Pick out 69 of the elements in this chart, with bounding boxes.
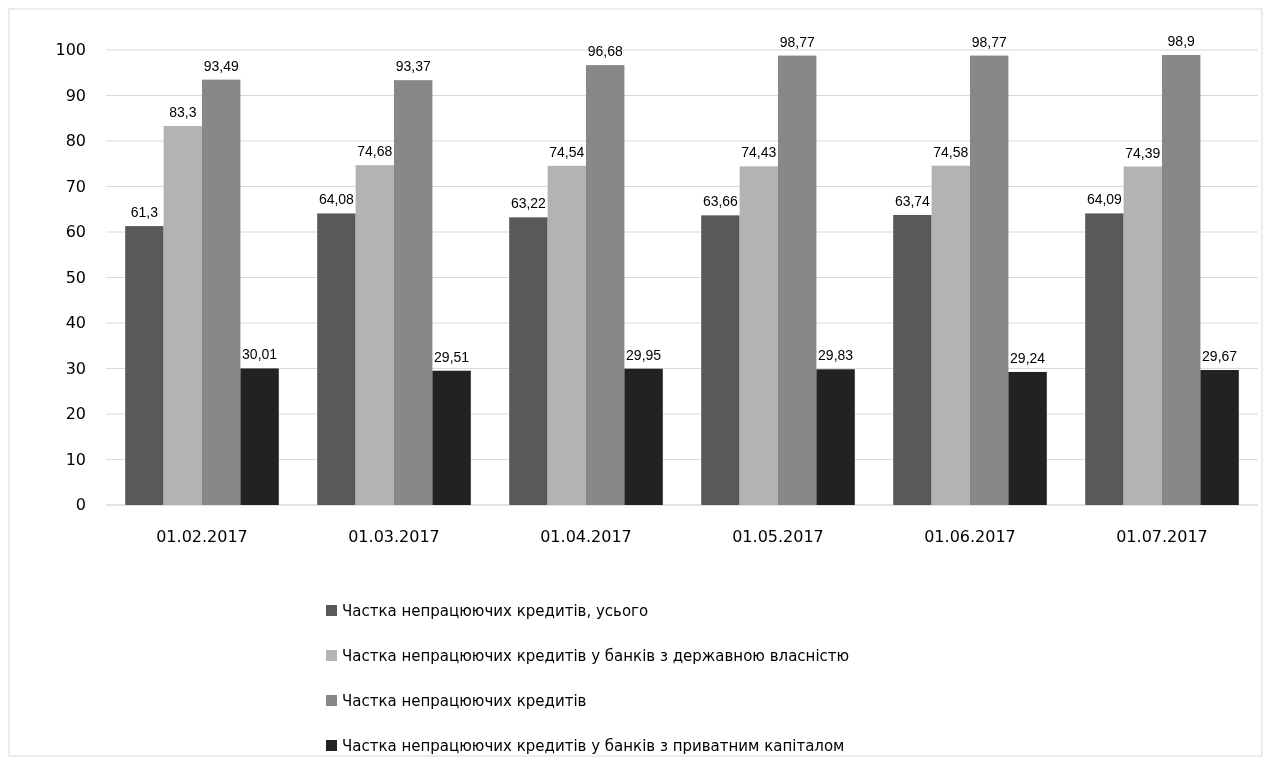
- y-tick-label: 100: [55, 40, 86, 59]
- data-label: 83,3: [169, 103, 197, 120]
- x-tick-label: 01.07.2017: [1116, 527, 1208, 546]
- bar: [586, 65, 625, 505]
- data-label: 74,43: [741, 144, 777, 161]
- x-tick-label: 01.04.2017: [540, 527, 632, 546]
- x-tick-label: 01.02.2017: [156, 527, 248, 546]
- y-tick-label: 30: [65, 358, 86, 378]
- bar: [125, 226, 164, 505]
- bar: [778, 55, 817, 505]
- bar: [394, 80, 433, 505]
- data-label: 74,58: [933, 143, 969, 160]
- data-label: 64,09: [1086, 191, 1123, 208]
- data-label: 29,67: [1202, 348, 1238, 364]
- bar: [1162, 55, 1201, 505]
- y-tick-label: 50: [65, 267, 86, 287]
- y-tick-label: 60: [65, 222, 86, 241]
- data-label: 29,51: [434, 348, 470, 365]
- bar: [317, 213, 356, 505]
- x-tick-label: 01.06.2017: [924, 527, 1016, 546]
- data-label: 63,66: [702, 193, 739, 210]
- y-tick-label: 20: [65, 404, 86, 423]
- y-tick-label: 80: [65, 131, 86, 150]
- data-label: 63,22: [510, 195, 547, 212]
- bar: [355, 165, 394, 505]
- y-tick-label: 90: [65, 85, 86, 105]
- data-label: 61,3: [130, 204, 159, 221]
- legend-label: Частка непрацюючих кредитів у банків з державною власністю: [342, 647, 850, 665]
- legend-label: Частка непрацюючих кредитів, усього: [342, 602, 649, 620]
- data-label: 98,77: [971, 33, 1007, 50]
- y-tick-label: 70: [65, 176, 86, 196]
- bar: [1123, 166, 1162, 505]
- x-tick-label: 01.05.2017: [732, 527, 824, 546]
- bar: [202, 79, 241, 505]
- data-label: 74,68: [357, 143, 393, 160]
- x-tick-label: 01.03.2017: [348, 527, 440, 546]
- data-label: 93,37: [395, 58, 431, 75]
- y-tick-label: 40: [65, 313, 86, 332]
- data-label: 74,39: [1125, 144, 1161, 161]
- data-label: 29,83: [818, 347, 854, 364]
- bar: [509, 217, 548, 505]
- bar: [624, 368, 663, 505]
- bar: [816, 369, 855, 505]
- bar: [163, 125, 202, 505]
- bar: [1008, 371, 1047, 505]
- y-tick-label: 10: [65, 449, 86, 469]
- legend-label: Частка непрацюючих кредитів у банків з приватним капіталом: [342, 737, 845, 755]
- bar: [547, 165, 586, 505]
- bar: [970, 55, 1009, 505]
- data-label: 63,74: [894, 192, 931, 209]
- bar: [931, 165, 970, 505]
- bar: [432, 370, 471, 505]
- data-label: 93,49: [203, 57, 239, 74]
- data-label: 74,54: [549, 143, 585, 160]
- data-label: 29,95: [626, 346, 662, 363]
- bar: [701, 215, 740, 505]
- bar: [1200, 370, 1239, 505]
- data-label: 29,24: [1010, 349, 1046, 366]
- data-label: 64,08: [318, 191, 355, 208]
- bar: [240, 368, 279, 505]
- data-label: 98,77: [779, 33, 815, 50]
- data-label: 98,9: [1167, 33, 1196, 50]
- bar: [739, 166, 778, 505]
- data-label: 30,01: [242, 346, 278, 363]
- y-tick-label: 0: [75, 495, 86, 514]
- data-label: 96,68: [587, 43, 623, 60]
- bar: [893, 214, 932, 505]
- legend-label: Частка непрацюючих кредитів: [342, 692, 587, 710]
- bar: [1085, 213, 1124, 505]
